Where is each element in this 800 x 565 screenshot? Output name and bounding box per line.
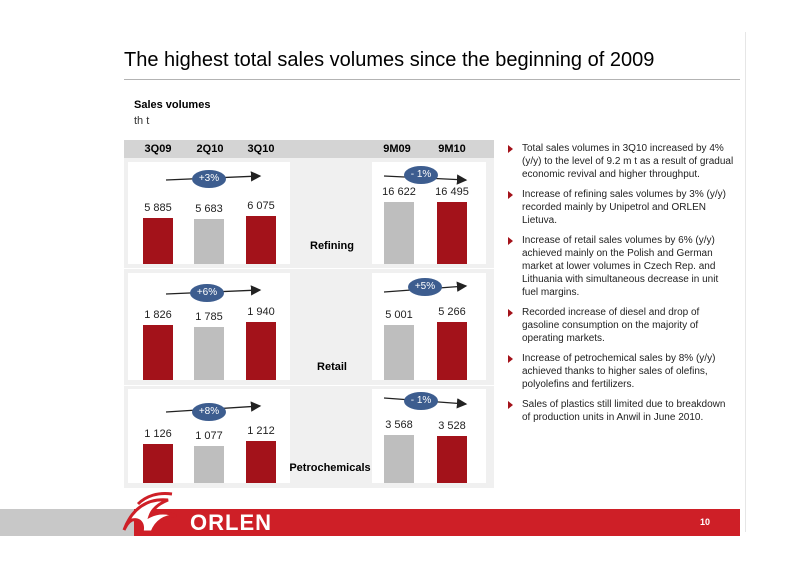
triangle-bullet-icon — [508, 191, 513, 199]
footer-brand-band — [134, 509, 740, 536]
bar-refining-2q10 — [194, 219, 224, 264]
data-label-retail-9m09: 5 001 — [385, 308, 413, 321]
change-badge-refining-quarter: +3% — [192, 170, 226, 188]
data-label-retail-3q10: 1 940 — [247, 306, 275, 318]
segment-label-refining: Refining — [310, 240, 354, 252]
list-item: Increase of retail sales volumes by 6% (… — [508, 234, 736, 299]
data-label-refining-9m09: 16 622 — [382, 186, 416, 198]
data-label-petrochem-2q10: 1 077 — [195, 429, 223, 442]
orlen-logo: ORLEN — [190, 510, 272, 535]
bar-petrochem-2q10 — [194, 445, 224, 483]
page-number: 10 — [700, 517, 711, 527]
bar-refining-3q09 — [143, 217, 173, 264]
triangle-bullet-icon — [508, 145, 513, 153]
segment-label-petrochemicals: Petrochemicals — [289, 462, 371, 474]
triangle-bullet-icon — [508, 309, 513, 317]
chart-unit: th t — [134, 115, 150, 127]
list-item: Increase of petrochemical sales by 8% (y… — [508, 352, 736, 391]
change-badge-petrochem-quarter: +8% — [192, 403, 226, 421]
list-item: Recorded increase of diesel and drop of … — [508, 306, 736, 345]
data-label-petrochem-9m09: 3 568 — [385, 419, 413, 431]
change-badge-retail-ytd: +5% — [408, 278, 442, 296]
bar-retail-9m10 — [437, 322, 467, 380]
triangle-bullet-icon — [508, 355, 513, 363]
triangle-bullet-icon — [508, 401, 513, 409]
page-title: The highest total sales volumes since th… — [124, 49, 655, 71]
bar-petrochem-3q10 — [246, 441, 276, 483]
data-label-retail-2q10: 1 785 — [195, 310, 223, 323]
bar-retail-2q10 — [194, 326, 224, 380]
chart-subtitle: Sales volumes — [134, 99, 211, 111]
bar-retail-3q10 — [246, 322, 276, 380]
change-badge-refining-ytd: - 1% — [404, 166, 438, 184]
change-badge-retail-quarter: +6% — [190, 284, 224, 302]
bar-retail-3q09 — [143, 325, 173, 380]
data-label-refining-3q09: 5 885 — [144, 201, 172, 214]
data-label-retail-9m10: 5 266 — [438, 306, 466, 318]
bar-refining-9m10 — [437, 202, 467, 264]
bar-refining-9m09 — [384, 202, 414, 264]
col-head-9m09: 9M09 — [383, 143, 411, 155]
right-rule — [745, 32, 746, 532]
segment-label-retail: Retail — [317, 361, 347, 373]
list-item: Sales of plastics still limited due to b… — [508, 398, 736, 424]
data-label-refining-3q10: 6 075 — [247, 200, 275, 212]
data-label-petrochem-3q09: 1 126 — [144, 427, 172, 440]
bar-petrochem-3q09 — [143, 443, 173, 483]
bar-retail-9m09 — [384, 324, 414, 380]
segment-divider — [124, 268, 494, 269]
orlen-eagle-icon — [122, 492, 177, 534]
bar-petrochem-9m10 — [437, 435, 467, 483]
data-label-petrochem-9m10: 3 528 — [438, 419, 466, 432]
data-label-retail-3q09: 1 826 — [144, 309, 172, 322]
title-divider — [124, 79, 740, 80]
data-label-refining-2q10: 5 683 — [195, 203, 223, 216]
change-badge-petrochem-ytd: - 1% — [404, 392, 438, 410]
column-header-band — [124, 140, 494, 158]
segment-divider — [124, 385, 494, 386]
col-head-2q10: 2Q10 — [196, 143, 224, 155]
bar-petrochem-9m09 — [384, 435, 414, 483]
data-label-petrochem-3q10: 1 212 — [247, 425, 275, 437]
commentary-list: Total sales volumes in 3Q10 increased by… — [508, 142, 736, 431]
col-head-3q10: 3Q10 — [247, 143, 275, 155]
data-label-refining-9m10: 16 495 — [435, 186, 469, 199]
list-item: Increase of refining sales volumes by 3%… — [508, 188, 736, 227]
triangle-bullet-icon — [508, 237, 513, 245]
bar-refining-3q10 — [246, 216, 276, 264]
list-item: Total sales volumes in 3Q10 increased by… — [508, 142, 736, 181]
col-head-9m10: 9M10 — [438, 143, 466, 155]
col-head-3q09: 3Q09 — [144, 143, 172, 155]
